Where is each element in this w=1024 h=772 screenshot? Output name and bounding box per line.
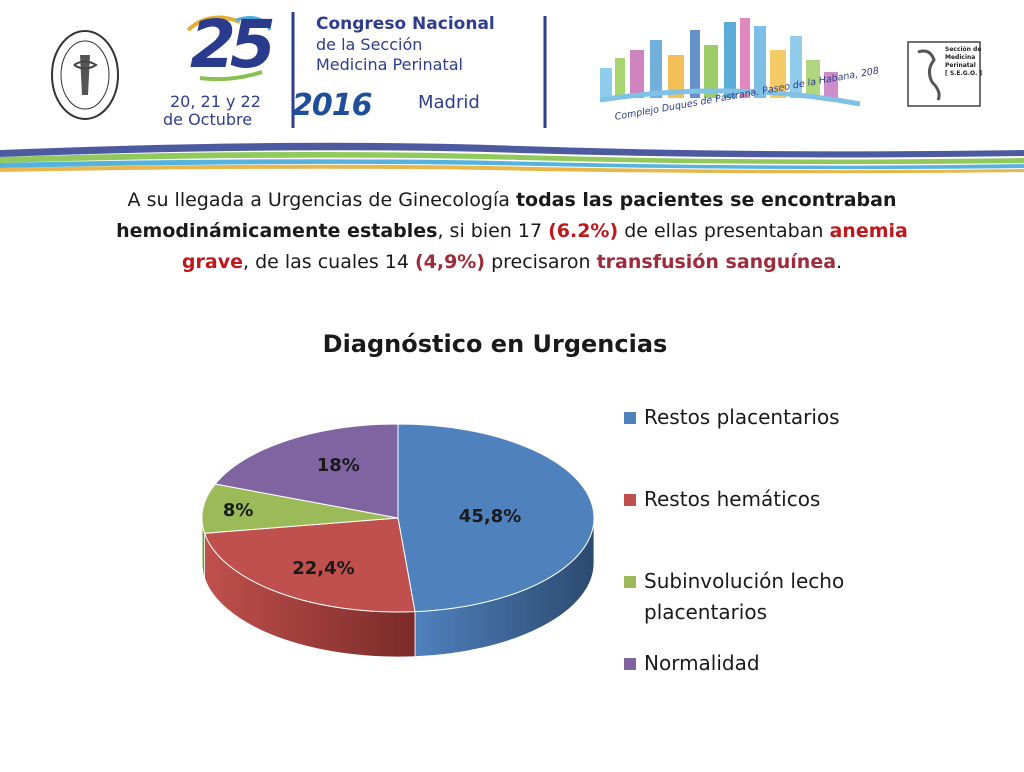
congress-title-line3: Medicina Perinatal [316, 55, 463, 74]
intro-text-5: de ellas presentaban [618, 220, 830, 242]
legend-label-subinvolucion: Subinvolución lecho placentarios [644, 569, 845, 624]
pie-side-restos-placentarios [414, 517, 595, 658]
pie-label-subinvolucion: 8% [223, 500, 254, 521]
congress-title-line2: de la Sección [316, 35, 423, 54]
congress-city: Madrid [418, 92, 480, 113]
pie-label-restos-hematicos: 22,4% [292, 558, 354, 579]
chart-title: Diagnóstico en Urgencias [322, 330, 668, 358]
madrid-skyline-art [599, 18, 861, 107]
legend-label-restos-placentarios: Restos placentarios [644, 405, 840, 429]
intro-pct-anemia: (6.2%) [548, 220, 619, 242]
intro-paragraph: A su llegada a Urgencias de Ginecología … [90, 185, 934, 278]
seccion-logo-text: Sección de Medicina Perinatal [ S.E.G.O.… [945, 46, 982, 78]
congress-year: 2016 [292, 88, 372, 123]
congress-dates-line1: 20, 21 y 22 [170, 92, 261, 111]
edition-number: 25 [190, 6, 276, 83]
header-graphics [0, 12, 1024, 174]
pie-side-subinvolucion [201, 517, 206, 579]
congress-title-line1: Congreso Nacional [316, 14, 495, 34]
intro-transfusion: transfusión sanguínea [596, 251, 837, 273]
legend-swatch-normalidad [624, 658, 636, 670]
seccion-logo-line4: [ S.E.G.O. ] [945, 70, 983, 77]
intro-anemia-grave: anemia grave [181, 220, 908, 273]
header-swoosh [0, 142, 1024, 174]
legend-label-restos-hematicos: Restos hemáticos [644, 487, 821, 511]
intro-text-1: A su llegada a Urgencias de Ginecología [127, 189, 516, 211]
pie-slice-restos-placentarios [397, 423, 595, 613]
seccion-medicina-perinatal-logo [907, 41, 981, 107]
seccion-logo-line3: Perinatal [945, 62, 976, 69]
pie-side-restos-hematicos [204, 533, 416, 658]
legend-swatch-restos-hematicos [624, 494, 636, 506]
intro-bold-stable: todas las pacientes se encontraban hemod… [116, 189, 897, 242]
legend-swatch-subinvolucion [624, 576, 636, 588]
pie-label-restos-placentarios: 45,8% [459, 506, 521, 527]
intro-text-9: precisaron [485, 251, 597, 273]
pie-slice-normalidad [214, 423, 399, 519]
legend-swatch-restos-placentarios [624, 412, 636, 424]
intro-pct-transfusion: (4,9%) [414, 251, 486, 273]
pie-slice-restos-hematicos [203, 517, 416, 613]
intro-text-11: . [836, 251, 843, 273]
intro-text-3: , si bien 17 [437, 220, 549, 242]
pie-slice-subinvolucion [201, 483, 399, 534]
pie-label-normalidad: 18% [317, 455, 360, 476]
legend-label-normalidad: Normalidad [644, 651, 760, 675]
sego-seal-logo [51, 30, 119, 120]
seccion-logo-line2: Medicina [945, 54, 976, 61]
intro-text-7: , de las cuales 14 [242, 251, 415, 273]
seccion-logo-line1: Sección de [945, 46, 982, 53]
congress-header-banner: 25 Congreso Nacional de la Sección Medic… [0, 0, 1024, 180]
congress-dates-line2: de Octubre [163, 110, 253, 129]
edition-25-brush [186, 15, 272, 82]
